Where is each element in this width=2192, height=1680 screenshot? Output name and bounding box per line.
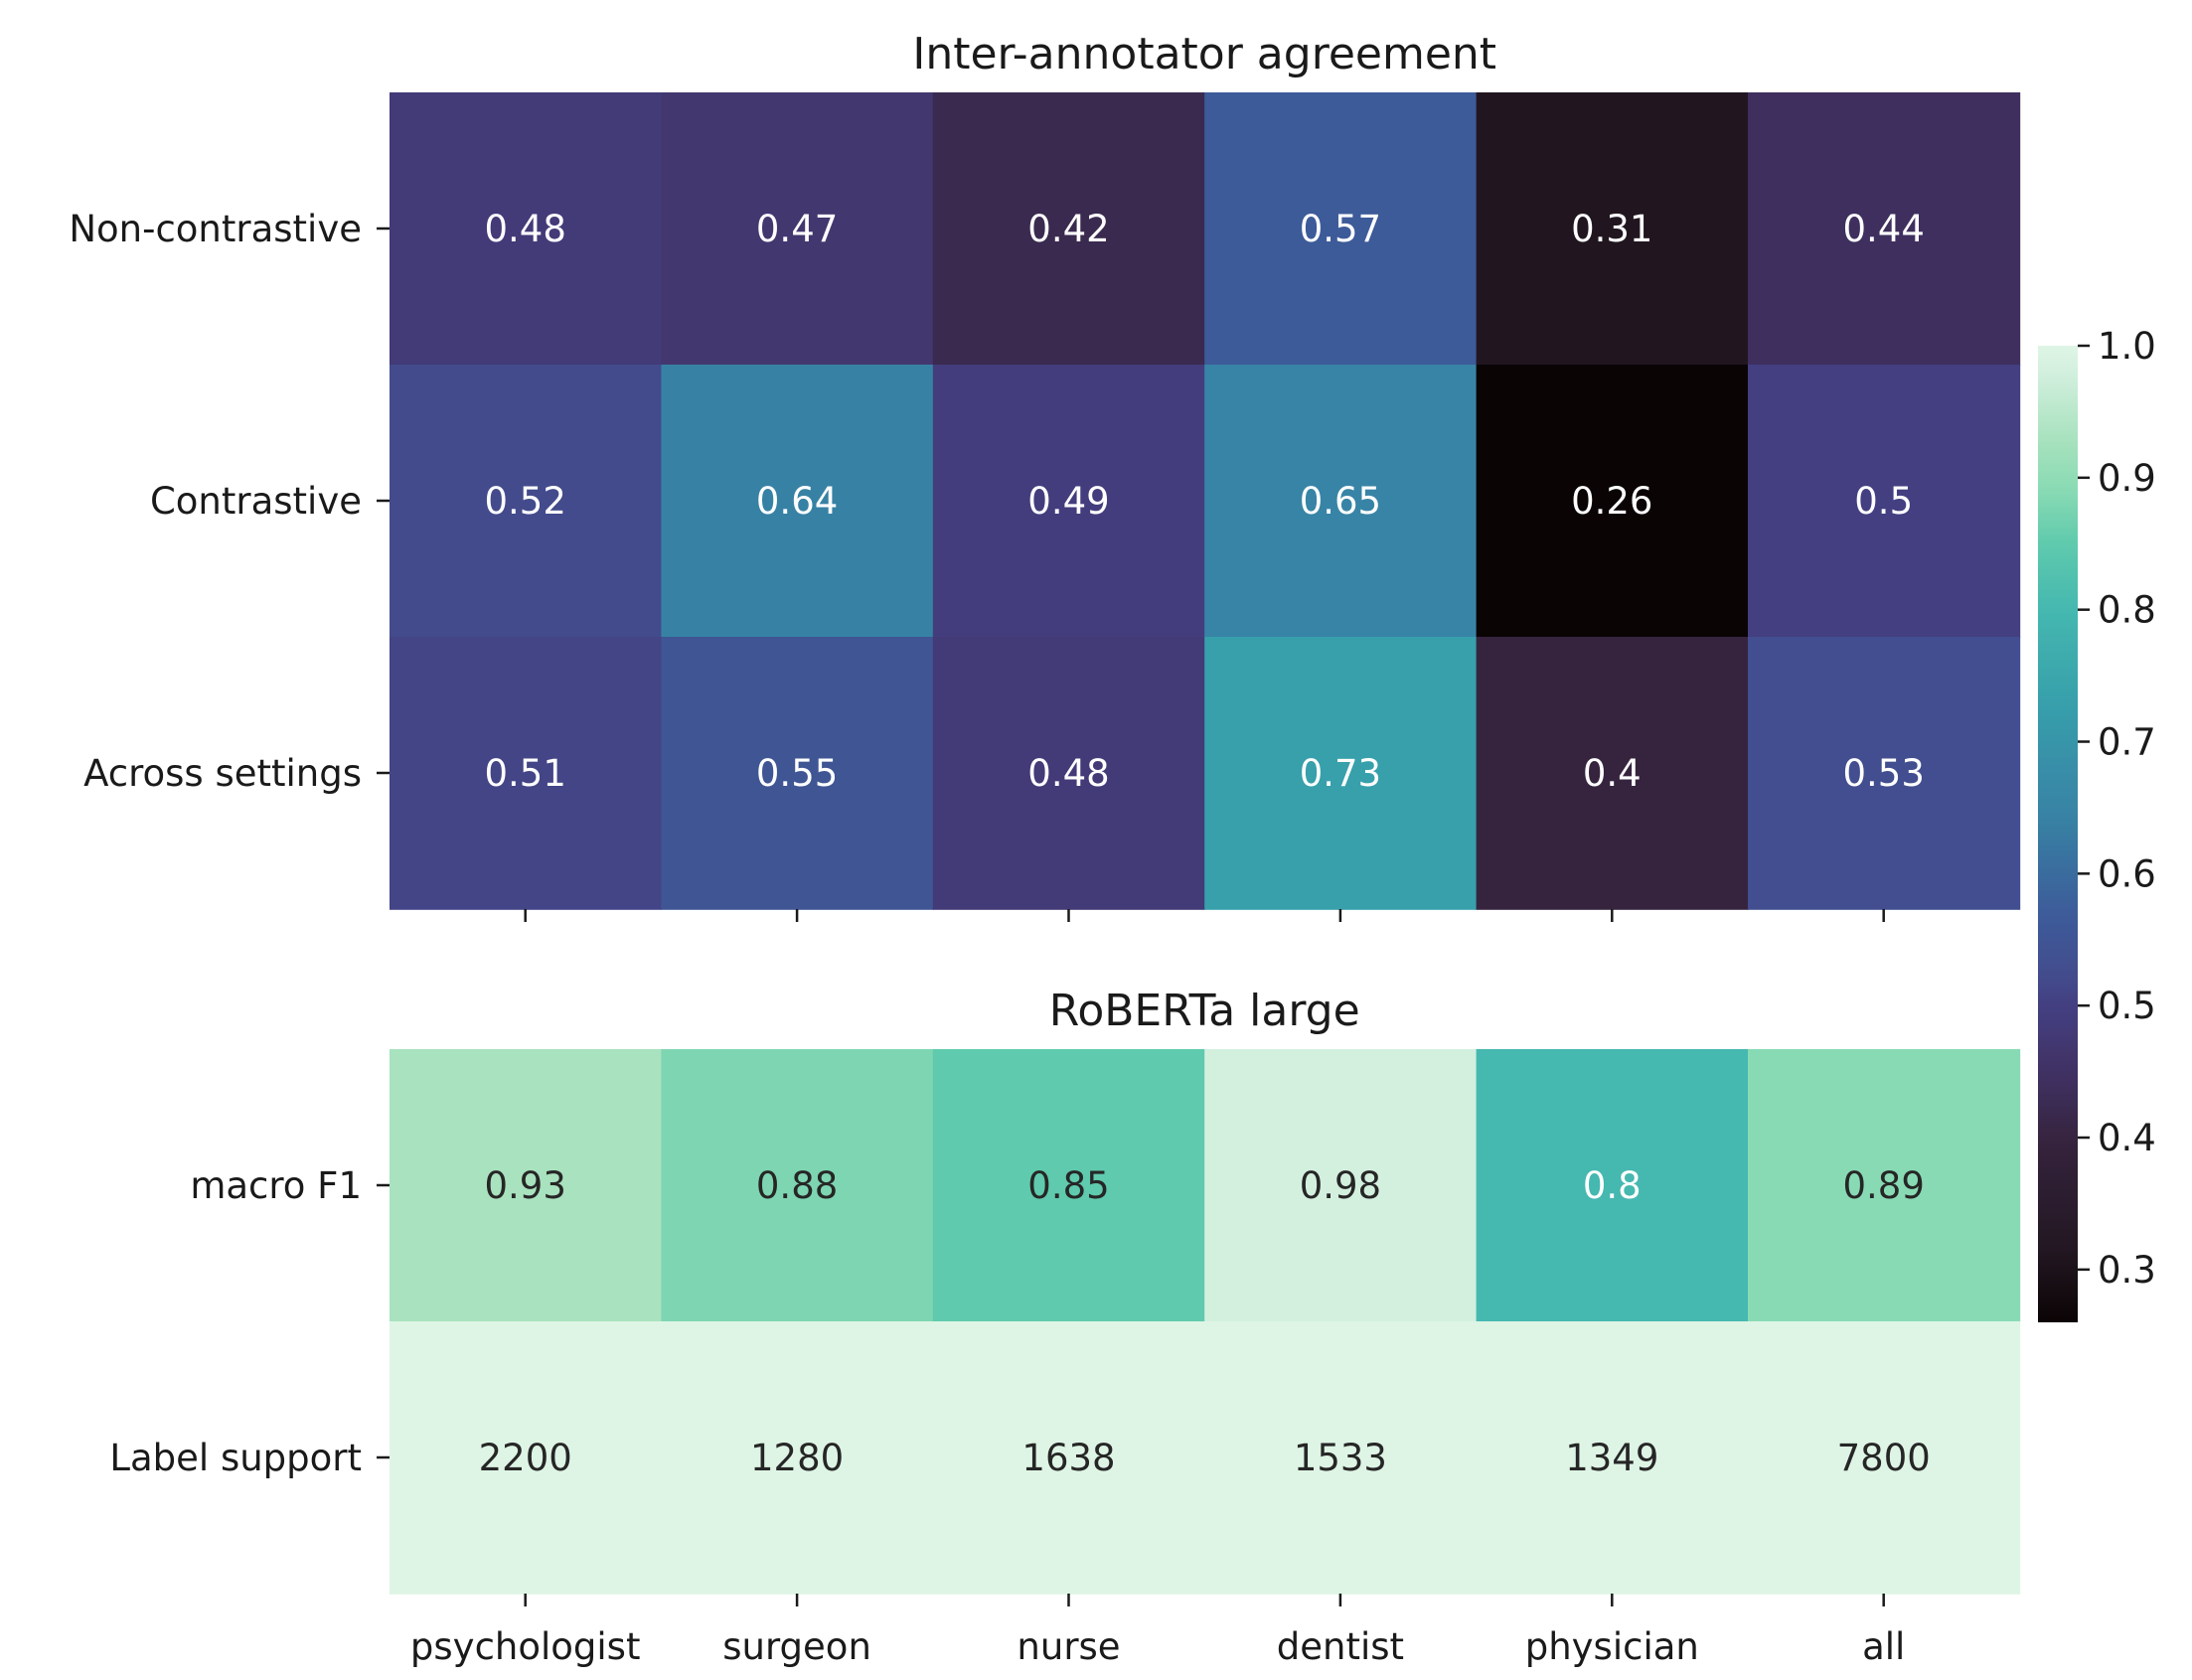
colorbar-tick-label: 0.3: [2098, 1249, 2156, 1292]
cell-value: 0.44: [1843, 208, 1925, 250]
heatmap-cell: [1204, 365, 1478, 638]
cell-value: 0.48: [1027, 752, 1109, 795]
heatmap-cell: [1204, 92, 1478, 366]
colorbar-tick-label: 0.7: [2098, 721, 2156, 764]
x-tick-label: physician: [1525, 1625, 1699, 1668]
heatmap-cell: [390, 92, 663, 366]
heatmap-cell: [1748, 637, 2021, 910]
colorbar-tick-label: 0.8: [2098, 589, 2156, 632]
x-tick-label: dentist: [1277, 1625, 1404, 1668]
cell-value: 0.65: [1300, 480, 1381, 523]
heatmap-cell: [1476, 637, 1749, 910]
heatmap-cell: [1476, 92, 1749, 366]
heatmap-cell: [1476, 1321, 1749, 1595]
cell-value: 0.93: [485, 1164, 566, 1207]
cell-value: 0.48: [485, 208, 566, 250]
heatmap-cell: [661, 637, 934, 910]
cell-value: 0.55: [756, 752, 838, 795]
cell-value: 0.4: [1583, 752, 1642, 795]
cell-value: 7800: [1837, 1437, 1931, 1479]
heatmap-cell: [932, 365, 1205, 638]
x-tick-label: all: [1862, 1625, 1905, 1668]
y-tick-label: macro F1: [190, 1164, 362, 1207]
heatmap-cell: [661, 1049, 934, 1322]
heatmap-cell: [932, 92, 1205, 366]
colorbar-tick-label: 1.0: [2098, 325, 2156, 368]
cell-value: 1638: [1021, 1437, 1115, 1479]
y-tick-label: Label support: [109, 1437, 362, 1479]
roberta-panel: RoBERTa large 0.93 0.88 0.85 0.98 0.8 0.89 macr…: [109, 986, 2021, 1668]
heatmap-cell: [1748, 365, 2021, 638]
cell-value: 1533: [1294, 1437, 1387, 1479]
cell-value: 0.89: [1843, 1164, 1925, 1207]
cell-value: 0.88: [756, 1164, 838, 1207]
heatmap-cell: [1748, 1321, 2021, 1595]
heatmap-cell: [1748, 92, 2021, 366]
panel-title: Inter-annotator agreement: [912, 29, 1496, 79]
cell-value: 0.8: [1583, 1164, 1642, 1207]
heatmap-cell: [932, 1321, 1205, 1595]
colorbar-tick-label: 0.6: [2098, 852, 2156, 895]
heatmap-cell: [390, 637, 663, 910]
x-tick-label: psychologist: [410, 1625, 641, 1668]
cell-value: 0.64: [756, 480, 838, 523]
heatmap-cell: [1204, 1321, 1478, 1595]
heatmap-cell: [390, 1049, 663, 1322]
heatmap-cell: [932, 1049, 1205, 1322]
cell-value: 0.73: [1300, 752, 1381, 795]
cell-value: 1349: [1565, 1437, 1658, 1479]
colorbar-gradient: [2038, 346, 2078, 1322]
heatmap-cell: [661, 92, 934, 366]
colorbar-tick-label: 0.4: [2098, 1117, 2156, 1159]
cell-value: 0.26: [1571, 480, 1652, 523]
heatmap-cell: [390, 365, 663, 638]
heatmap-cell: [1204, 1049, 1478, 1322]
colorbar: 0.3 0.4 0.5 0.6 0.7 0.8 0.9 1.0: [2038, 325, 2156, 1322]
heatmap-cell: [1204, 637, 1478, 910]
y-tick-label: Non-contrastive: [69, 208, 362, 250]
cell-value: 0.53: [1843, 752, 1925, 795]
cell-value: 0.49: [1027, 480, 1109, 523]
cell-value: 2200: [479, 1437, 572, 1479]
heatmap-cell: [1476, 365, 1749, 638]
cell-value: 0.51: [485, 752, 566, 795]
cell-value: 0.52: [485, 480, 566, 523]
heatmap-cell: [661, 365, 934, 638]
x-tick-label: nurse: [1017, 1625, 1120, 1668]
x-tick-label: surgeon: [722, 1625, 871, 1668]
heatmap-cell: [661, 1321, 934, 1595]
heatmap-cell: [1476, 1049, 1749, 1322]
agreement-panel: Inter-annotator agreement 0.48 0.47 0.42 0.5…: [69, 29, 2021, 922]
cell-value: 0.57: [1300, 208, 1381, 250]
y-tick-label: Contrastive: [150, 480, 362, 523]
cell-value: 0.98: [1300, 1164, 1381, 1207]
cell-value: 0.85: [1027, 1164, 1109, 1207]
colorbar-tick-label: 0.5: [2098, 985, 2156, 1027]
cell-value: 0.47: [756, 208, 838, 250]
cell-value: 0.31: [1571, 208, 1652, 250]
y-tick-label: Across settings: [83, 752, 362, 795]
colorbar-tick-label: 0.9: [2098, 457, 2156, 500]
heatmap-cell: [1748, 1049, 2021, 1322]
cell-value: 1280: [750, 1437, 844, 1479]
cell-value: 0.5: [1854, 480, 1913, 523]
heatmap-cell: [390, 1321, 663, 1595]
heatmap-cell: [932, 637, 1205, 910]
panel-title: RoBERTa large: [1049, 986, 1360, 1036]
cell-value: 0.42: [1027, 208, 1109, 250]
